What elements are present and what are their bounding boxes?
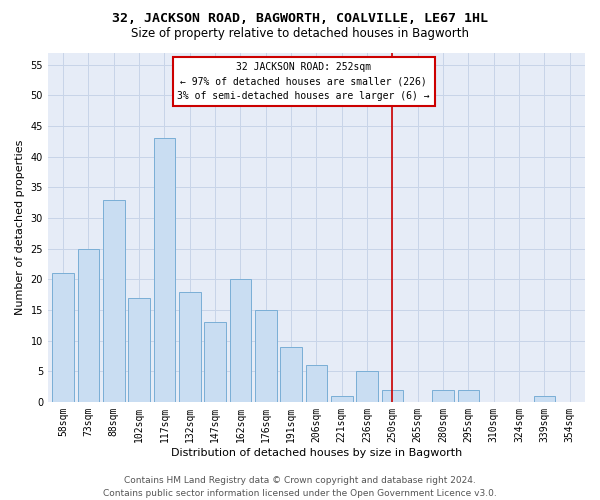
Bar — [230, 280, 251, 402]
Bar — [533, 396, 555, 402]
Bar — [280, 346, 302, 402]
Text: Size of property relative to detached houses in Bagworth: Size of property relative to detached ho… — [131, 28, 469, 40]
Bar — [154, 138, 175, 402]
Bar — [305, 365, 327, 402]
Bar — [77, 248, 99, 402]
Bar — [205, 322, 226, 402]
Bar — [331, 396, 353, 402]
Bar — [179, 292, 200, 402]
Bar — [382, 390, 403, 402]
Bar — [103, 200, 125, 402]
Y-axis label: Number of detached properties: Number of detached properties — [15, 140, 25, 315]
Bar — [52, 273, 74, 402]
Bar — [128, 298, 150, 402]
Text: Contains HM Land Registry data © Crown copyright and database right 2024.
Contai: Contains HM Land Registry data © Crown c… — [103, 476, 497, 498]
Text: 32 JACKSON ROAD: 252sqm
← 97% of detached houses are smaller (226)
3% of semi-de: 32 JACKSON ROAD: 252sqm ← 97% of detache… — [178, 62, 430, 102]
Text: 32, JACKSON ROAD, BAGWORTH, COALVILLE, LE67 1HL: 32, JACKSON ROAD, BAGWORTH, COALVILLE, L… — [112, 12, 488, 26]
Bar — [356, 371, 378, 402]
X-axis label: Distribution of detached houses by size in Bagworth: Distribution of detached houses by size … — [171, 448, 462, 458]
Bar — [433, 390, 454, 402]
Bar — [458, 390, 479, 402]
Bar — [255, 310, 277, 402]
